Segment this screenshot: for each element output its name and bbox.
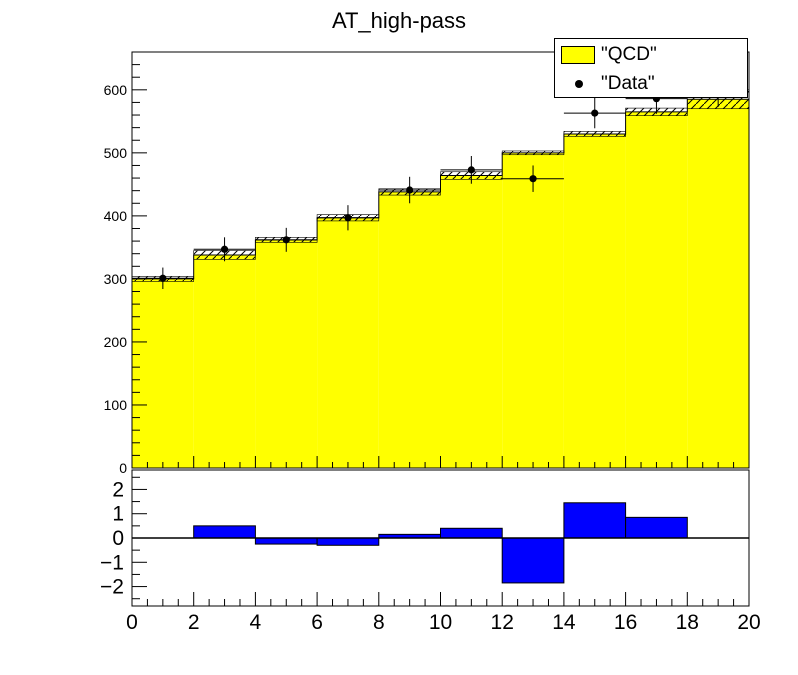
x-tick-label: 6 [311, 611, 323, 634]
x-tick-label: 20 [737, 611, 760, 634]
data-point [159, 274, 167, 282]
ratio-bar [193, 525, 256, 539]
data-point [344, 214, 352, 222]
qcd-bar [132, 278, 194, 468]
ratio-y-tick-label: −2 [100, 576, 124, 599]
ratio-bar [316, 537, 380, 546]
data-point [467, 166, 475, 174]
qcd-bar [687, 99, 749, 468]
qcd-bar [255, 239, 318, 468]
legend-entry-data: "Data" [555, 70, 749, 98]
ratio-y-tick-label: −1 [100, 551, 124, 574]
y-tick-label: 400 [104, 208, 128, 224]
ratio-bar [625, 516, 688, 539]
x-tick-label: 2 [188, 611, 200, 634]
ratio-bar [254, 537, 318, 545]
qcd-bar [563, 133, 626, 468]
data-point [406, 186, 414, 194]
x-tick-label: 0 [126, 611, 138, 634]
y-tick-label: 300 [104, 271, 128, 287]
main-plot-panel: 0 100 200 300 400 500 600 [104, 51, 750, 476]
qcd-bar [317, 217, 379, 468]
legend: "QCD" "Data" [554, 38, 748, 98]
qcd-uncertainty-band [501, 150, 565, 156]
x-tick-label: 10 [429, 611, 452, 634]
qcd-bar [193, 254, 256, 468]
legend-swatch-qcd [561, 46, 595, 64]
ratio-bar [563, 502, 627, 539]
y-tick-label: 500 [104, 145, 128, 161]
y-tick-label: 600 [104, 82, 128, 98]
y-tick-label: 100 [104, 397, 128, 413]
qcd-bar [440, 175, 503, 468]
ratio-y-tick-label: 2 [112, 478, 124, 501]
x-tick-label: 8 [373, 611, 385, 634]
data-point [591, 109, 599, 117]
qcd-bar [625, 111, 688, 468]
data-point [282, 236, 290, 244]
legend-label-qcd: "QCD" [601, 44, 657, 65]
legend-entry-qcd: "QCD" [555, 41, 749, 69]
x-tick-label: 12 [491, 611, 514, 634]
y-tick-label: 200 [104, 334, 128, 350]
legend-label-data: "Data" [601, 73, 655, 94]
x-tick-label: 14 [552, 611, 576, 634]
ratio-bar [440, 527, 503, 539]
legend-marker-data [575, 80, 583, 88]
qcd-bar [378, 191, 441, 468]
qcd-uncertainty-band [563, 131, 626, 137]
y-tick-label: 0 [119, 460, 127, 476]
qcd-bar [502, 152, 564, 468]
ratio-y-tick-label: 1 [112, 503, 124, 526]
ratio-y-tick-label: 0 [112, 527, 124, 550]
chart-title: AT_high-pass [331, 8, 467, 33]
data-point [220, 245, 229, 253]
x-tick-label: 4 [250, 611, 262, 634]
ratio-bar [501, 537, 565, 584]
x-tick-label: 16 [614, 611, 637, 634]
data-point [529, 175, 537, 183]
x-tick-label: 18 [676, 611, 699, 634]
